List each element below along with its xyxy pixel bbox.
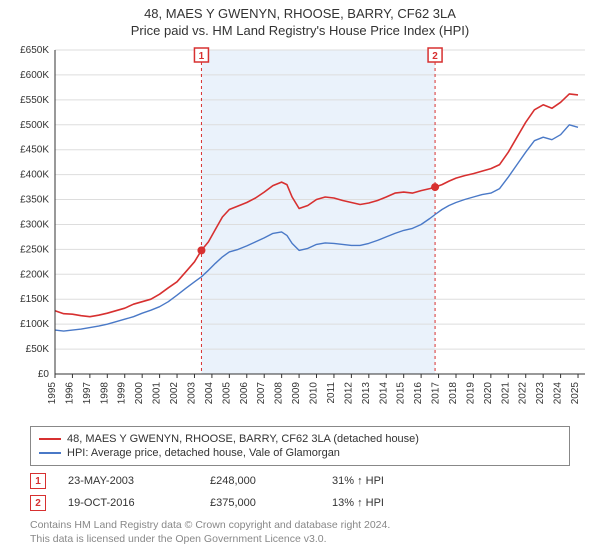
- svg-text:2006: 2006: [239, 382, 250, 405]
- svg-text:£0: £0: [38, 369, 50, 380]
- svg-text:£650K: £650K: [20, 45, 49, 56]
- footnote-line: This data is licensed under the Open Gov…: [30, 532, 570, 546]
- svg-text:£250K: £250K: [20, 244, 49, 255]
- svg-text:£600K: £600K: [20, 70, 49, 81]
- svg-text:2009: 2009: [291, 382, 302, 405]
- svg-text:2003: 2003: [186, 382, 197, 405]
- svg-text:2013: 2013: [361, 382, 372, 405]
- svg-text:£550K: £550K: [20, 95, 49, 106]
- sales-row: 1 23-MAY-2003 £248,000 31% ↑ HPI: [30, 470, 570, 492]
- svg-text:2001: 2001: [152, 382, 163, 405]
- svg-text:£150K: £150K: [20, 294, 49, 305]
- svg-text:£100K: £100K: [20, 319, 49, 330]
- legend-label: HPI: Average price, detached house, Vale…: [67, 447, 340, 459]
- svg-text:£400K: £400K: [20, 170, 49, 181]
- svg-text:£50K: £50K: [26, 344, 50, 355]
- svg-text:2010: 2010: [309, 382, 320, 405]
- svg-text:2004: 2004: [204, 382, 215, 405]
- svg-text:2: 2: [432, 51, 438, 62]
- svg-text:2016: 2016: [413, 382, 424, 405]
- sale-delta: 31% ↑ HPI: [332, 475, 472, 487]
- svg-text:1999: 1999: [117, 382, 128, 405]
- svg-text:2000: 2000: [134, 382, 145, 405]
- legend-swatch: [39, 438, 61, 440]
- svg-text:2007: 2007: [256, 382, 267, 405]
- legend-item: 48, MAES Y GWENYN, RHOOSE, BARRY, CF62 3…: [39, 432, 561, 446]
- svg-text:2017: 2017: [431, 382, 442, 405]
- svg-text:2018: 2018: [448, 382, 459, 405]
- legend-swatch: [39, 452, 61, 454]
- svg-text:2022: 2022: [518, 382, 529, 405]
- svg-text:2014: 2014: [378, 382, 389, 405]
- sale-marker-icon: 2: [30, 495, 46, 511]
- svg-text:2019: 2019: [465, 382, 476, 405]
- title-sub: Price paid vs. HM Land Registry's House …: [0, 23, 600, 38]
- svg-text:2012: 2012: [343, 382, 354, 405]
- footnote-line: Contains HM Land Registry data © Crown c…: [30, 518, 570, 532]
- svg-text:1996: 1996: [64, 382, 75, 405]
- svg-text:1: 1: [199, 51, 205, 62]
- svg-text:2025: 2025: [570, 382, 581, 405]
- svg-text:2021: 2021: [500, 382, 511, 405]
- sales-table: 1 23-MAY-2003 £248,000 31% ↑ HPI 2 19-OC…: [30, 470, 570, 514]
- svg-text:£200K: £200K: [20, 269, 49, 280]
- sale-date: 19-OCT-2016: [68, 497, 188, 509]
- svg-text:£500K: £500K: [20, 120, 49, 131]
- svg-text:2008: 2008: [274, 382, 285, 405]
- sale-marker-icon: 1: [30, 473, 46, 489]
- sale-price: £248,000: [210, 475, 310, 487]
- svg-text:2020: 2020: [483, 382, 494, 405]
- svg-text:1998: 1998: [99, 382, 110, 405]
- sales-row: 2 19-OCT-2016 £375,000 13% ↑ HPI: [30, 492, 570, 514]
- title-block: 48, MAES Y GWENYN, RHOOSE, BARRY, CF62 3…: [0, 0, 600, 40]
- legend-item: HPI: Average price, detached house, Vale…: [39, 446, 561, 460]
- svg-text:£450K: £450K: [20, 145, 49, 156]
- svg-text:2015: 2015: [396, 382, 407, 405]
- svg-text:2023: 2023: [535, 382, 546, 405]
- legend-label: 48, MAES Y GWENYN, RHOOSE, BARRY, CF62 3…: [67, 433, 419, 445]
- chart-svg: £0 £50K £100K £150K £200K £250K £300K £350K £400…: [0, 40, 600, 420]
- chart-container: 48, MAES Y GWENYN, RHOOSE, BARRY, CF62 3…: [0, 0, 600, 546]
- svg-text:2005: 2005: [221, 382, 232, 405]
- svg-text:2002: 2002: [169, 382, 180, 405]
- footnote: Contains HM Land Registry data © Crown c…: [30, 518, 570, 546]
- svg-text:1995: 1995: [47, 382, 58, 405]
- svg-text:£350K: £350K: [20, 195, 49, 206]
- legend: 48, MAES Y GWENYN, RHOOSE, BARRY, CF62 3…: [30, 426, 570, 466]
- title-main: 48, MAES Y GWENYN, RHOOSE, BARRY, CF62 3…: [0, 6, 600, 21]
- svg-text:2024: 2024: [553, 382, 564, 405]
- sale-price: £375,000: [210, 497, 310, 509]
- svg-text:£300K: £300K: [20, 219, 49, 230]
- svg-text:2011: 2011: [326, 382, 337, 404]
- chart-plot: £0 £50K £100K £150K £200K £250K £300K £350K £400…: [0, 40, 600, 420]
- sale-date: 23-MAY-2003: [68, 475, 188, 487]
- svg-text:1997: 1997: [82, 382, 93, 405]
- sale-delta: 13% ↑ HPI: [332, 497, 472, 509]
